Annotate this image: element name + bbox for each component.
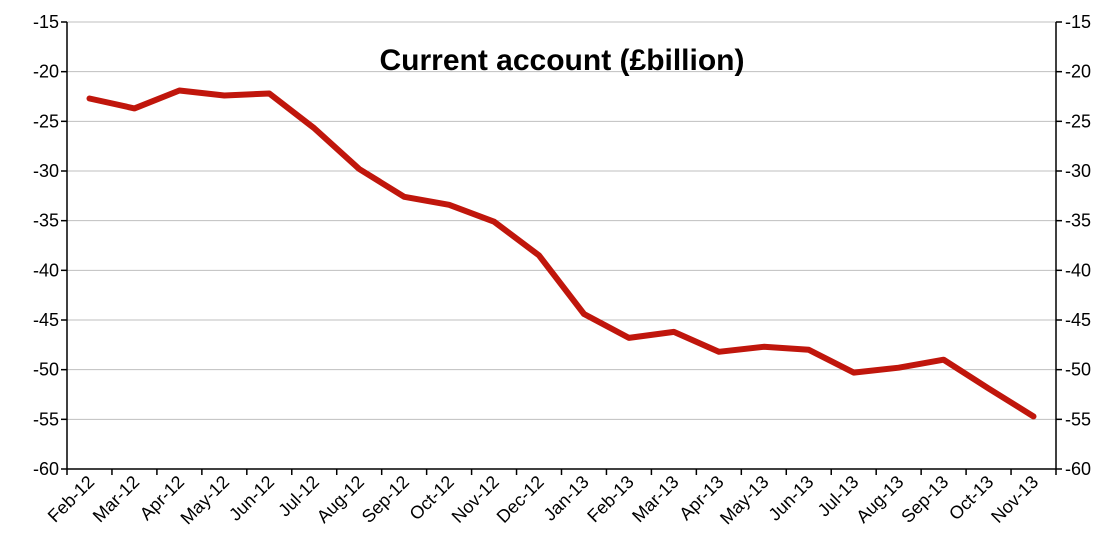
x-tick-label: Jun-13: [765, 472, 818, 525]
x-tick-label: Aug-13: [852, 472, 907, 527]
left-y-tick-label: -35: [33, 211, 59, 231]
chart-title: Current account (£billion): [379, 44, 744, 77]
right-y-tick-label: -40: [1065, 260, 1091, 280]
x-tick-labels: Feb-12Mar-12Apr-12May-12Jun-12Jul-12Aug-…: [44, 472, 1043, 529]
left-y-tick-label: -40: [33, 260, 59, 280]
x-tick-label: Mar-13: [628, 472, 682, 526]
left-y-tick-label: -30: [33, 161, 59, 181]
x-tick-label: Jan-13: [540, 472, 593, 525]
x-tick-label: Jun-12: [225, 472, 278, 525]
left-y-tick-label: -60: [33, 459, 59, 479]
series-layer: [86, 87, 1037, 420]
right-y-tick-label: -50: [1065, 360, 1091, 380]
left-y-tick-label: -55: [33, 409, 59, 429]
x-tick-label: Feb-12: [44, 472, 98, 526]
left-y-tick-labels: -15 -20 -25 -30 -35 -40 -45 -50 -55 -60: [33, 12, 59, 479]
left-y-tick-label: -45: [33, 310, 59, 330]
gridlines: [67, 21, 1056, 420]
right-y-tick-label: -35: [1065, 211, 1091, 231]
right-y-tick-label: -60: [1065, 459, 1091, 479]
x-tick-label: Nov-13: [987, 472, 1042, 527]
left-y-tick-label: -50: [33, 360, 59, 380]
x-tick-label: Sep-13: [897, 472, 952, 527]
x-tick-label: Nov-12: [448, 472, 503, 527]
left-y-tick-label: -25: [33, 111, 59, 131]
x-tick-label: Mar-12: [89, 472, 143, 526]
x-tick-label: May-13: [716, 472, 773, 529]
x-tick-label: Dec-12: [493, 472, 548, 527]
current-account-series-line: [86, 87, 1037, 420]
x-tick-label: Aug-12: [313, 472, 368, 527]
right-y-tick-label: -55: [1065, 409, 1091, 429]
x-tick-label: Feb-13: [583, 472, 637, 526]
right-y-tick-label: -30: [1065, 161, 1091, 181]
right-y-tick-label: -25: [1065, 111, 1091, 131]
right-y-tick-labels: -15 -20 -25 -30 -35 -40 -45 -50 -55 -60: [1065, 12, 1091, 479]
axes: [61, 21, 1062, 475]
right-y-tick-label: -15: [1065, 12, 1091, 32]
left-y-tick-label: -15: [33, 12, 59, 32]
right-y-tick-label: -20: [1065, 62, 1091, 82]
x-tick-label: Sep-12: [358, 472, 413, 527]
x-tick-label: May-12: [177, 472, 234, 529]
right-y-tick-label: -45: [1065, 310, 1091, 330]
left-y-tick-label: -20: [33, 62, 59, 82]
